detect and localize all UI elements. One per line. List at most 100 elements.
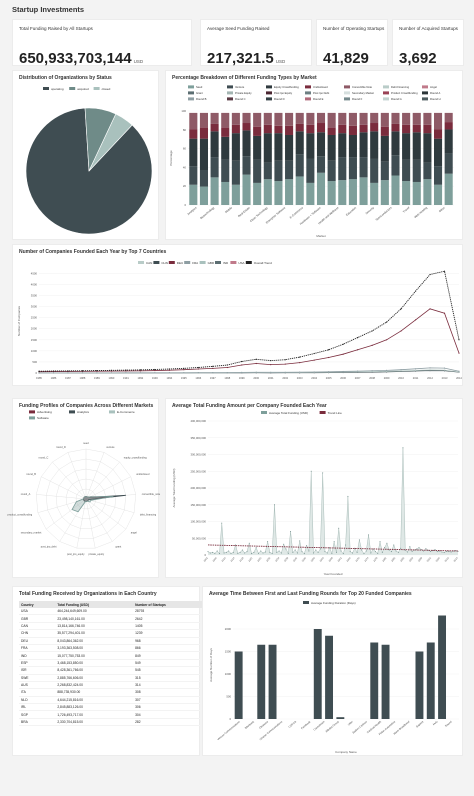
stack-bar-segment xyxy=(221,159,230,182)
country-legend-label: IND xyxy=(223,261,229,265)
avg-point xyxy=(308,550,310,552)
avg-point xyxy=(363,553,365,555)
country-point xyxy=(255,371,257,373)
table-cell: 23,498,140,161.00 xyxy=(55,614,134,623)
stack-bar-segment xyxy=(199,127,209,139)
avg-point xyxy=(294,549,296,551)
stack-bar-segment xyxy=(444,153,453,174)
radar-axis-label: post_ipo_debt xyxy=(41,546,57,549)
radar-series-polygon xyxy=(71,496,114,513)
country-point xyxy=(284,359,286,361)
stack-bar-segment xyxy=(274,112,283,126)
country-x-tick: 1985 xyxy=(36,376,42,380)
avg-trend-line xyxy=(207,544,459,552)
stack-legend-label: Convertible Note xyxy=(352,85,373,89)
avg-point xyxy=(209,552,211,554)
stack-bar-segment xyxy=(221,181,230,205)
avg-y-label: Average Total Funding (USD) xyxy=(172,468,176,507)
country-point xyxy=(357,336,359,339)
founded-by-country-chart: CAN CHN DEU FRA GBR IND USA Overall Trend 0 500 10… xyxy=(17,261,462,380)
avg-point xyxy=(329,547,331,549)
radar-legend-swatch xyxy=(109,410,115,414)
table-cell: 2,268,832,424.00 xyxy=(55,681,134,690)
stack-bar-segment xyxy=(370,123,379,132)
country-point xyxy=(197,366,199,369)
avg-time-card: Average Time Between First and Last Fund… xyxy=(202,586,463,756)
country-x-tick: 1988 xyxy=(80,376,86,380)
time-x-tick: Verizon Communications xyxy=(216,719,241,741)
table-cell: 15,077,750,753.00 xyxy=(55,651,134,660)
avg-point xyxy=(278,550,280,552)
radar-legend-swatch xyxy=(29,410,35,414)
country-legend-label: USA xyxy=(238,261,244,265)
stack-x-tick: E-Commerce xyxy=(289,205,305,219)
avg-point xyxy=(379,541,381,543)
table-cell: 4,644,215,816.00 xyxy=(55,696,134,705)
country-x-tick: 2013 xyxy=(442,376,448,380)
pie-legend-label: closed xyxy=(102,87,111,91)
stack-bar-segment xyxy=(423,133,432,163)
stack-y-tick: 0 xyxy=(184,203,186,207)
country-x-tick: 1986 xyxy=(51,376,57,380)
country-point xyxy=(38,370,40,372)
country-point xyxy=(183,369,185,371)
time-bar xyxy=(268,644,277,719)
avg-point xyxy=(409,546,411,548)
stack-bar-segment xyxy=(263,162,272,180)
country-point xyxy=(212,365,214,367)
country-x-tick: 2004 xyxy=(311,376,317,380)
country-point xyxy=(139,369,141,371)
avg-point xyxy=(271,552,273,554)
table-cell: 545 xyxy=(133,666,209,675)
table-cell: SGP xyxy=(19,710,56,719)
avg-point xyxy=(241,549,243,551)
avg-point xyxy=(347,495,349,497)
avg-point xyxy=(335,551,337,553)
stack-legend-swatch xyxy=(266,85,272,89)
avg-point xyxy=(315,549,317,551)
avg-x-tick: 1906 xyxy=(212,556,218,563)
avg-point xyxy=(358,539,360,541)
stack-bar-segment xyxy=(338,112,347,125)
table-cell: 3,193,363,508.00 xyxy=(55,644,134,653)
radar-axis-label: angel xyxy=(131,532,138,535)
time-x-tick: Xiaomi xyxy=(444,719,453,727)
avg-point xyxy=(214,552,216,554)
avg-point xyxy=(228,550,230,552)
stack-bar-segment xyxy=(210,131,219,158)
table-cell: BRA xyxy=(19,718,56,727)
avg-time-chart: Average Funding Duration (Days) 0 500 1000 1… xyxy=(209,601,459,754)
table-cell: ITA xyxy=(19,688,56,697)
avg-point xyxy=(237,552,239,554)
country-point xyxy=(328,356,330,359)
stack-bar-segment xyxy=(412,181,421,205)
radar-axis-label: product_crowdfunding xyxy=(8,513,33,516)
radar-axis-line xyxy=(85,476,131,500)
country-table: Country Total Funding (USD) Number of Star… xyxy=(19,601,209,727)
stack-bar-segment xyxy=(348,157,357,180)
avg-point xyxy=(212,551,214,553)
table-row: FRA 3,193,363,508.00 866 xyxy=(19,644,209,653)
stack-y-tick: 80 xyxy=(183,128,187,132)
kpi-label: Number of Acquired Startups xyxy=(399,26,458,31)
stack-bar-segment xyxy=(444,112,453,123)
stack-bar-segment xyxy=(221,127,230,137)
table-cell: 888,735,930.00 xyxy=(55,688,134,697)
stack-bar-segment xyxy=(433,184,443,205)
avg-point xyxy=(283,543,285,545)
country-point xyxy=(226,372,228,374)
country-y-tick: 2000 xyxy=(31,327,38,331)
country-point xyxy=(414,319,417,321)
avg-x-tick: 1942 xyxy=(292,556,298,563)
radar-axis-label: grant xyxy=(115,546,121,549)
table-cell: 2,845,883,126.00 xyxy=(55,703,134,712)
avg-point xyxy=(246,551,248,553)
page-title: Startup Investments xyxy=(12,5,85,14)
country-point xyxy=(400,330,402,332)
avg-x-tick: 1926 xyxy=(257,556,263,563)
country-point xyxy=(226,364,228,366)
table-cell: 314 xyxy=(133,681,209,690)
stack-legend-swatch xyxy=(188,91,194,95)
stack-bar-segment xyxy=(263,112,272,125)
stack-legend-swatch xyxy=(383,85,389,89)
